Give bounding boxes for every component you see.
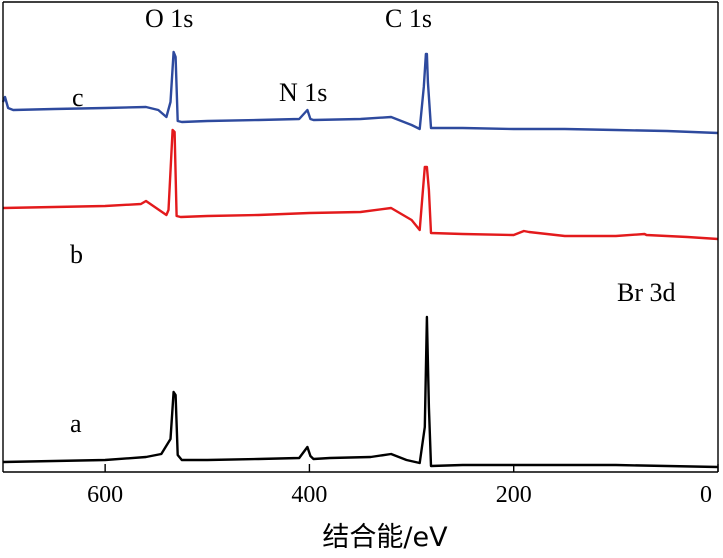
x-tick-label-600: 600: [87, 482, 123, 508]
series-layer: [1, 50, 719, 469]
peak-label-n1s: N 1s: [279, 78, 327, 107]
x-tick-label-200: 200: [496, 482, 532, 508]
series-line-c: [1, 50, 719, 135]
series-line-b: [2, 128, 719, 241]
peak-label-br3d: Br 3d: [617, 278, 676, 307]
x-tick-label-0: 0: [700, 482, 712, 508]
x-axis-ticks: 600 400 200 0: [87, 464, 719, 508]
x-tick-label-400: 400: [291, 482, 327, 508]
series-label-c: c: [72, 83, 84, 112]
series-label-a: a: [70, 409, 82, 438]
peak-label-c1s: C 1s: [385, 4, 432, 33]
peak-label-o1s: O 1s: [145, 4, 193, 33]
series-label-b: b: [70, 240, 83, 269]
series-line-a: [2, 315, 719, 469]
x-axis-title: 结合能/eV: [322, 522, 448, 553]
